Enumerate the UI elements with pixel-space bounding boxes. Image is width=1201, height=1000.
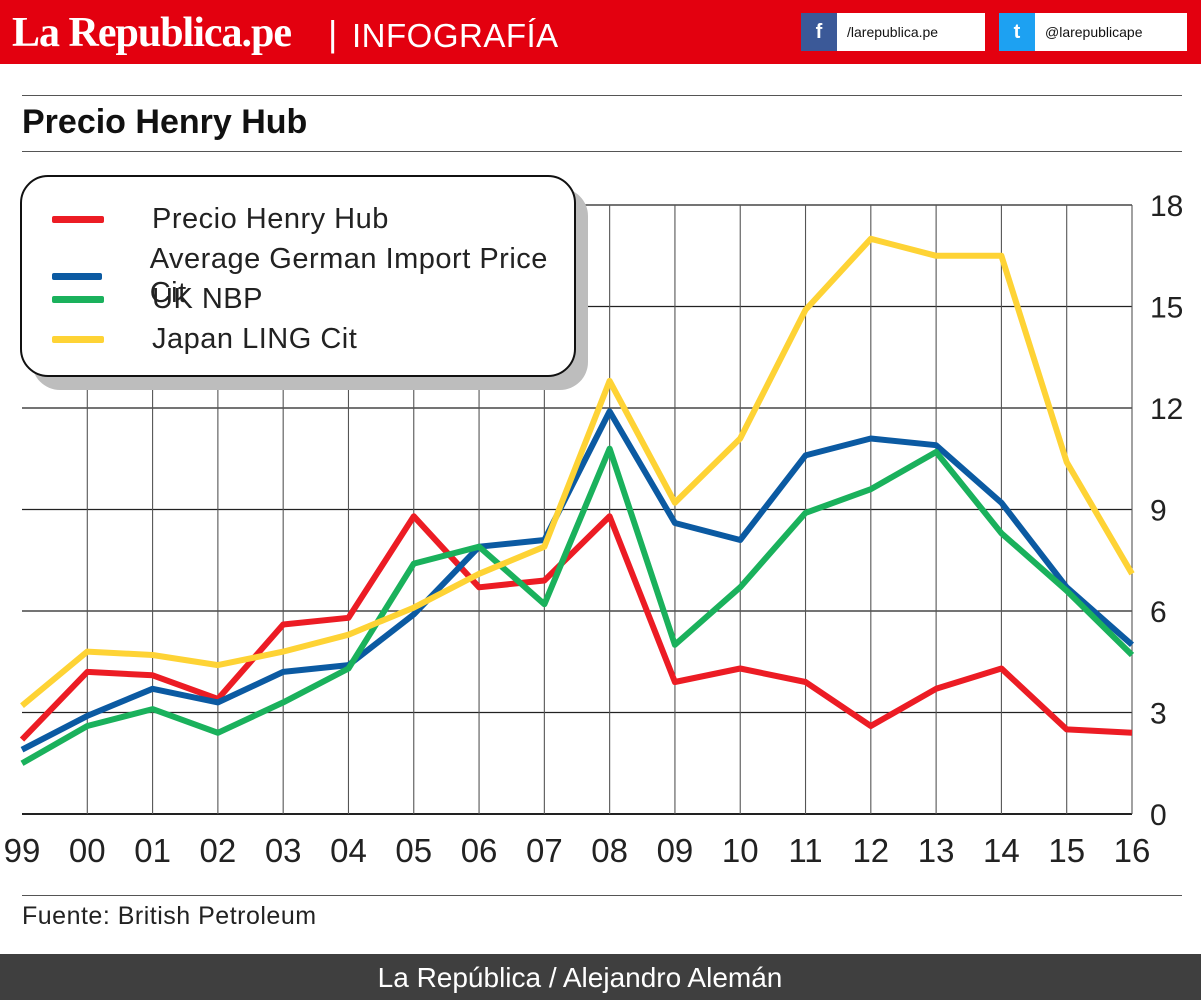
x-tick-label: 14 [983, 832, 1020, 869]
section-title: INFOGRAFÍA [352, 17, 559, 54]
author-credit: La República / Alejandro Alemán [377, 962, 783, 993]
y-tick-label: 0 [1150, 799, 1167, 832]
legend-label: Average German Import Price Cit [149, 243, 548, 309]
legend-swatch [52, 272, 102, 280]
brand-logo[interactable]: La Republica.pe [12, 10, 292, 56]
y-tick-label: 3 [1150, 698, 1167, 731]
x-tick-label: 06 [461, 832, 498, 869]
series-line-1 [20, 408, 1134, 753]
facebook-handle: /larepublica.pe [847, 24, 939, 40]
legend-swatch [52, 295, 104, 303]
y-tick-label: 6 [1150, 596, 1167, 629]
chart-series [19, 235, 1135, 766]
legend-label: UK NBP [152, 283, 263, 315]
x-tick-label: 07 [526, 832, 563, 869]
chart-legend: Precio Henry Hub Average German Import P… [20, 175, 576, 377]
x-tick-label: 08 [591, 832, 628, 869]
x-tick-label: 09 [657, 832, 694, 869]
series-line-2 [20, 445, 1135, 766]
y-tick-label: 18 [1150, 190, 1183, 223]
legend-item-german-import: Average German Import Price Cit [52, 242, 574, 310]
twitter-icon: t [999, 13, 1035, 51]
twitter-handle: @larepublicape [1045, 24, 1143, 40]
header-bar: La Republica.pe | INFOGRAFÍA f /larepubl… [0, 0, 1201, 64]
y-tick-label: 12 [1150, 393, 1183, 426]
x-tick-label: 00 [69, 832, 106, 869]
legend-swatch [52, 335, 104, 343]
x-axis-labels: 99 00 01 02 03 04 05 06 07 08 09 10 11 12 13 14 15 16 [4, 832, 1151, 869]
source-note: Fuente: British Petroleum [22, 902, 317, 930]
x-tick-label: 02 [200, 832, 237, 869]
legend-label: Precio Henry Hub [152, 203, 389, 235]
facebook-link[interactable]: f /larepublica.pe [801, 13, 985, 51]
y-axis-labels: 0 3 6 9 12 15 18 [1150, 190, 1183, 832]
x-tick-label: 12 [852, 832, 889, 869]
twitter-link[interactable]: t @larepublicape [999, 13, 1187, 51]
facebook-icon: f [801, 13, 837, 51]
legend-label: Japan LING Cit [152, 323, 358, 355]
source-rule [22, 895, 1182, 896]
brand-separator: | [328, 13, 338, 54]
footer-bar: La República / Alejandro Alemán [0, 954, 1201, 1000]
x-tick-label: 16 [1114, 832, 1151, 869]
legend-item-japan-ling: Japan LING Cit [52, 322, 357, 356]
series-line-3 [20, 235, 1135, 709]
x-tick-label: 11 [788, 832, 822, 869]
x-tick-label: 10 [722, 832, 759, 869]
x-tick-label: 15 [1048, 832, 1085, 869]
x-tick-label: 05 [395, 832, 432, 869]
legend-item-uk-nbp: UK NBP [52, 282, 263, 316]
legend-item-henry-hub: Precio Henry Hub [52, 202, 389, 236]
x-tick-label: 01 [134, 832, 171, 869]
chart-title: Precio Henry Hub [22, 103, 308, 141]
y-tick-label: 15 [1150, 292, 1183, 325]
x-tick-label: 99 [4, 832, 41, 869]
title-bottom-rule [22, 151, 1182, 152]
series-line-0 [19, 513, 1133, 742]
x-tick-label: 04 [330, 832, 367, 869]
x-tick-label: 13 [918, 832, 955, 869]
title-top-rule [22, 95, 1182, 96]
x-tick-label: 03 [265, 832, 302, 869]
y-tick-label: 9 [1150, 495, 1167, 528]
legend-swatch [52, 215, 104, 223]
